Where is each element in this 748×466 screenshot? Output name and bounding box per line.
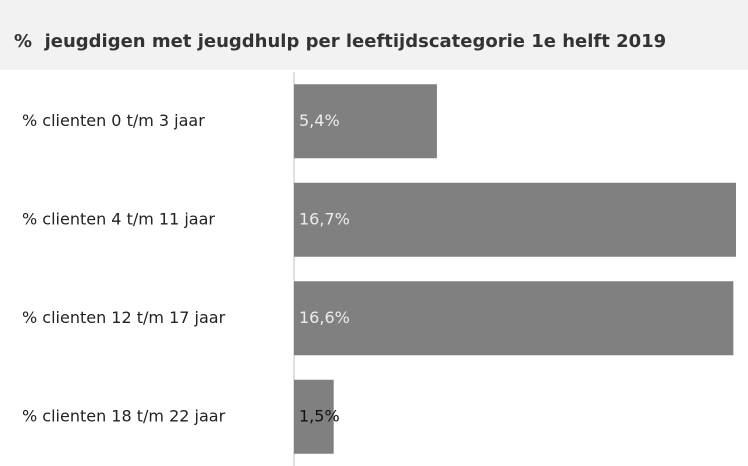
title-band xyxy=(0,0,748,70)
category-label: % clienten 4 t/m 11 jaar xyxy=(22,209,215,228)
chart-title: % jeugdigen met jeugdhulp per leeftijdsc… xyxy=(14,31,666,52)
value-label: 16,7% xyxy=(299,209,350,228)
category-label: % clienten 0 t/m 3 jaar xyxy=(22,111,205,130)
category-label: % clienten 18 t/m 22 jaar xyxy=(22,406,226,425)
bar xyxy=(294,182,736,257)
bar xyxy=(294,379,334,454)
value-label: 1,5% xyxy=(299,406,340,425)
value-label: 5,4% xyxy=(299,111,340,130)
value-label: 16,6% xyxy=(299,308,350,327)
category-label: % clienten 12 t/m 17 jaar xyxy=(22,308,226,327)
bar xyxy=(294,84,437,159)
bar xyxy=(294,281,734,356)
